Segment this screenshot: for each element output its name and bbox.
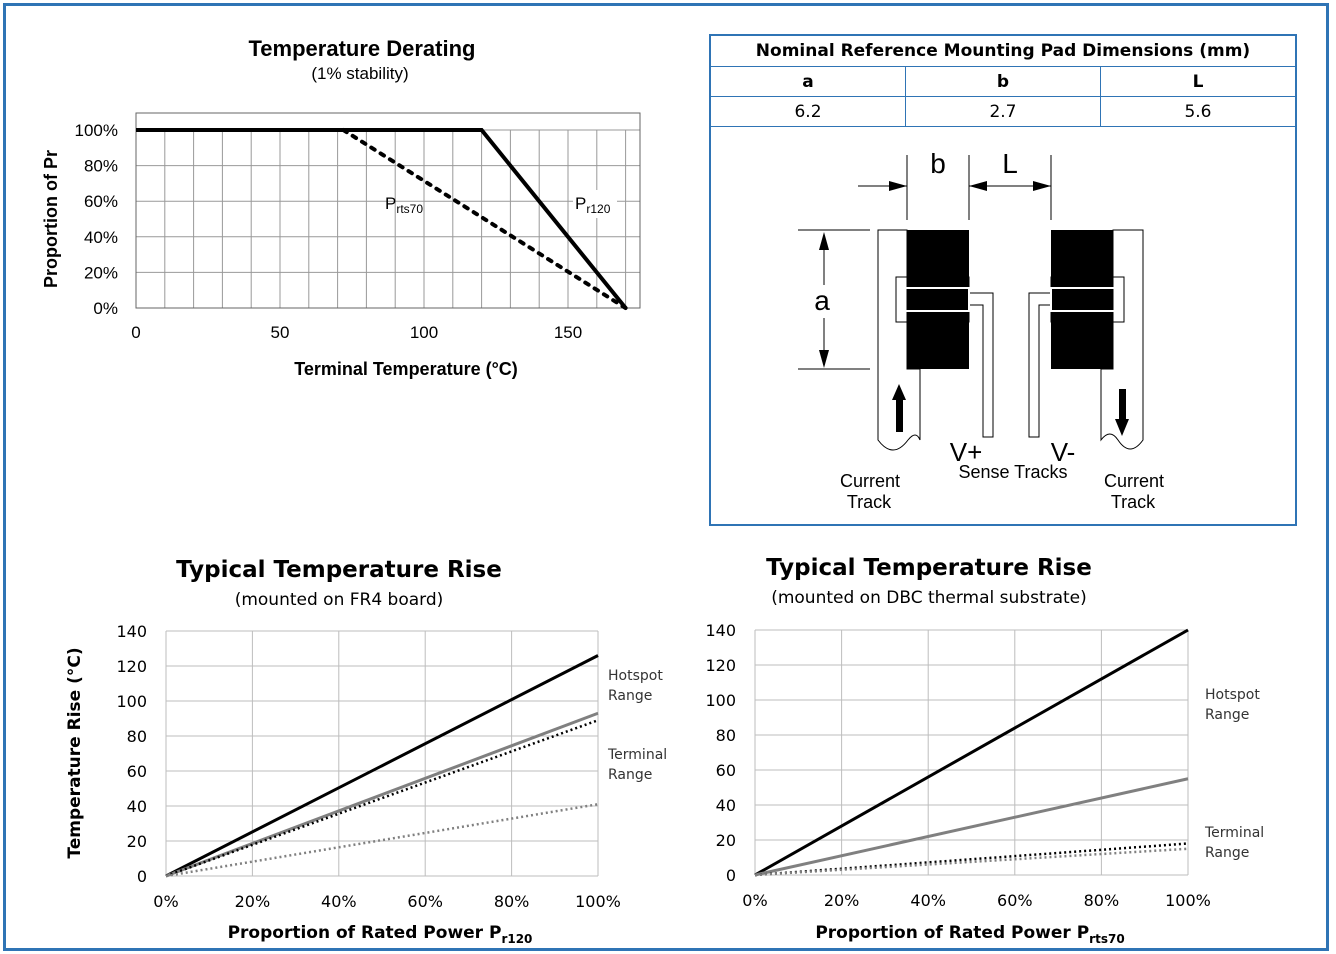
terminal-range-label: Range [608,767,652,783]
series-line-3 [165,803,599,878]
series-line-3 [754,847,1189,877]
terminal-range-label: Terminal [607,747,667,763]
pad-dimensions-table: Nominal Reference Mounting Pad Dimension… [710,35,1297,127]
x-axis-label: Proportion of Rated Power Pr120 [228,923,533,946]
terminal-range-label: Range [1205,845,1249,861]
table-value-L: 5.6 [1099,96,1297,127]
dim-label-a: a [814,285,830,316]
chart-title: Temperature Derating [249,36,476,61]
x-tick-label: 100% [575,892,621,911]
x-tick-label: 40% [321,892,357,911]
hotspot-range-label: Range [608,688,652,704]
table-title: Nominal Reference Mounting Pad Dimension… [710,35,1296,67]
x-tick-label: 0 [131,323,140,342]
y-tick-label: 20% [84,263,118,282]
derating-chart: 0 50 100 150 0% 20% 40% 60% 80% 100% Temperature D… [41,36,641,379]
table-header-a: a [710,66,906,97]
series-label-prts70: Prts70 [385,194,423,216]
x-tick-label: 50 [271,323,290,342]
x-tick-label: 80% [494,892,530,911]
label-vminus: V- [1051,437,1076,467]
x-tick-label: 100 [410,323,438,342]
y-tick-label: 100% [75,121,118,140]
y-tick-label: 140 [116,622,147,641]
y-tick-label: 80% [84,157,118,176]
series-line-1 [754,777,1189,877]
y-tick-label: 40% [84,228,118,247]
chart-subtitle: (mounted on DBC thermal substrate) [771,588,1087,608]
label-current-left-2: Track [847,492,892,512]
hotspot-range-label: Hotspot [608,668,663,684]
x-tick-label: 40% [910,891,946,910]
outer-frame [3,3,1329,951]
y-tick-label: 100 [116,692,147,711]
x-tick-label: 80% [1084,891,1120,910]
hotspot-range-label: Hotspot [1205,687,1260,703]
series-line-0 [754,628,1189,877]
y-tick-label: 80 [127,727,147,746]
y-tick-label: 120 [116,657,147,676]
dim-label-L: L [1002,148,1018,179]
y-axis-label: Temperature Rise (°C) [65,647,85,858]
y-tick-label: 0 [726,866,736,885]
x-tick-label: 60% [407,892,443,911]
y-tick-label: 20 [127,832,147,851]
y-tick-label: 100 [705,691,736,710]
x-tick-label: 60% [997,891,1033,910]
y-tick-label: 0% [93,299,118,318]
label-sense-tracks: Sense Tracks [958,462,1067,482]
y-tick-label: 40 [716,796,736,815]
x-tick-label: 0% [742,891,767,910]
series-line-2 [165,719,599,878]
label-current-left-1: Current [840,471,900,491]
chart-title: Typical Temperature Rise [766,555,1092,581]
x-axis-label: Proportion of Rated Power Prts70 [815,923,1124,946]
x-tick-label: 100% [1165,891,1211,910]
series-line-pr120 [136,128,628,310]
y-tick-label: 60 [716,761,736,780]
y-tick-label: 120 [705,656,736,675]
y-axis-label: Proportion of Pr [41,150,61,288]
dbc-rise-chart: 0% 20% 40% 60% 80% 100% 0 20 40 60 80 100 120 140 Typi… [705,555,1264,946]
y-tick-label: 80 [716,726,736,745]
x-tick-label: 0% [153,892,178,911]
y-tick-label: 40 [127,797,147,816]
chart-subtitle: (1% stability) [311,64,408,83]
label-bg [573,190,617,218]
series-line-2 [754,842,1189,877]
x-tick-label: 20% [824,891,860,910]
y-tick-label: 60% [84,192,118,211]
plot-border [135,112,641,309]
x-axis-label: Terminal Temperature (°C) [294,359,518,379]
y-tick-label: 60 [127,762,147,781]
x-tick-label: 20% [235,892,271,911]
fr4-rise-chart: 0% 20% 40% 60% 80% 100% 0 20 40 60 80 100 120 140 Typi… [65,557,667,946]
chart-subtitle: (mounted on FR4 board) [235,590,444,610]
y-tick-label: 140 [705,621,736,640]
chart-title: Typical Temperature Rise [176,557,502,583]
label-current-right-2: Track [1111,492,1156,512]
series-label-pr120: Pr120 [575,194,611,216]
terminal-range-label: Terminal [1204,825,1264,841]
x-tick-label: 150 [554,323,582,342]
dim-label-b: b [930,148,946,179]
label-vplus: V+ [950,437,983,467]
pad-diagram: b L a V+ V- Sense Tracks Current Track C… [798,148,1164,512]
series-line-1 [165,711,599,878]
y-tick-label: 20 [716,831,736,850]
label-current-right-1: Current [1104,471,1164,491]
hotspot-range-label: Range [1205,707,1249,723]
y-tick-label: 0 [137,867,147,886]
series-line-prts70 [341,128,628,310]
series-line-0 [165,654,599,878]
